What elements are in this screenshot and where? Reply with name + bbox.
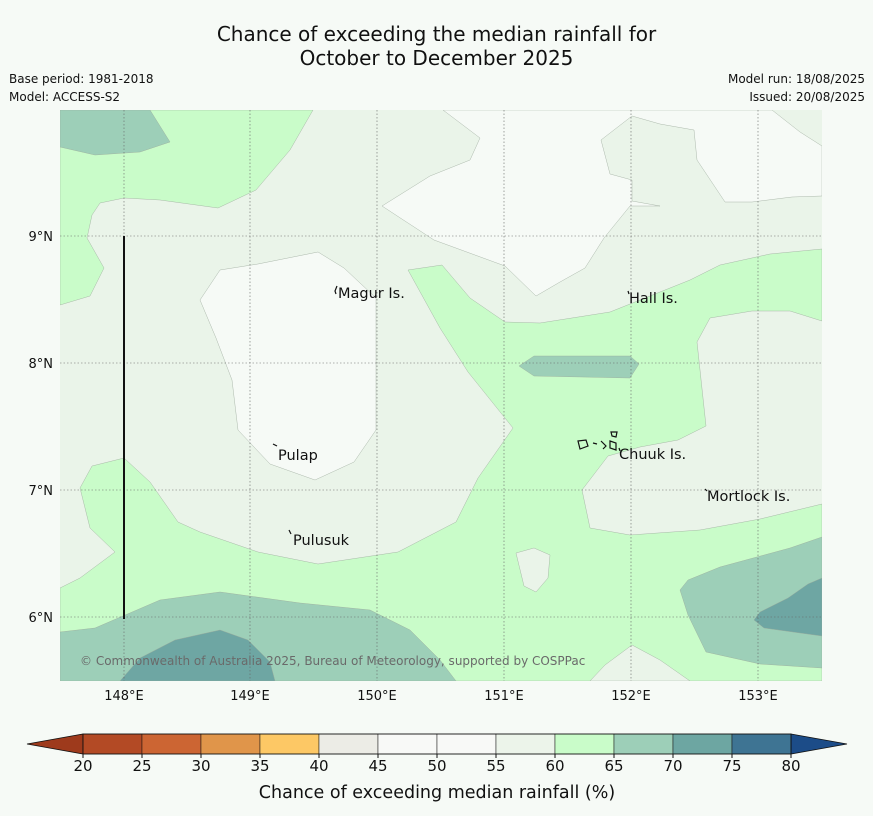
map-panel: Magur Is. Hall Is. Pulap Chuuk Is. Mortl…: [60, 110, 822, 681]
colorbar-tick-label: 45: [368, 757, 387, 775]
lon-label: 149°E: [230, 689, 270, 704]
graticule: [60, 110, 822, 681]
model-run: Model run: 18/08/2025: [727, 72, 865, 86]
colorbar-segment: [436, 733, 497, 755]
colorbar-tick-label: 50: [427, 757, 446, 775]
zone-60-65-northwest: [60, 110, 314, 306]
lat-label: 6°N: [29, 611, 54, 626]
mortlock-island-shape: [704, 488, 708, 492]
colorbar-tick-label: 35: [250, 757, 269, 775]
issued-date: Issued: 20/08/2025: [749, 90, 865, 104]
map-title: Chance of exceeding the median rainfall …: [0, 22, 873, 70]
label-chuuk: Chuuk Is.: [619, 447, 686, 463]
chuuk-lagoon-shape: [577, 431, 621, 452]
lat-label: 7°N: [29, 484, 54, 499]
longitude-labels: 148°E 149°E 150°E 151°E 152°E 153°E: [104, 689, 778, 704]
label-magur: Magur Is.: [338, 286, 405, 302]
lon-label: 148°E: [104, 689, 144, 704]
label-pulap: Pulap: [278, 448, 318, 464]
colorbar-label: Chance of exceeding median rainfall (%): [259, 783, 615, 803]
metadata-left: Base period: 1981-2018 Model: ACCESS-S2: [9, 70, 154, 106]
colorbar-tick-label: 60: [545, 757, 564, 775]
colorbar-segments: [82, 733, 792, 755]
label-pulusuk: Pulusuk: [293, 533, 350, 549]
colorbar: 20 25 30 35 40 45 50 55 60 65 70 75 80 Chance of exc…: [26, 733, 848, 803]
colorbar-segment: [141, 733, 202, 755]
colorbar-segment: [82, 733, 143, 755]
colorbar-tick-label: 20: [73, 757, 92, 775]
colorbar-segment: [259, 733, 320, 755]
zone-65-70-northwest: [60, 110, 171, 156]
pulap-island-shape: [272, 443, 278, 447]
zone-45-55-north: [381, 110, 822, 297]
zone-45-55-central: [199, 251, 377, 481]
colorbar-segment: [554, 733, 615, 755]
lat-label: 9°N: [29, 230, 54, 245]
label-hall: Hall Is.: [629, 291, 678, 307]
lon-label: 152°E: [611, 689, 651, 704]
zone-60-65-main: [60, 248, 822, 681]
zone-70-75-southeast: [753, 577, 822, 637]
colorbar-segment: [200, 733, 261, 755]
lat-label: 8°N: [29, 357, 54, 372]
colorbar-segment: [613, 733, 674, 755]
colorbar-tick-label: 75: [722, 757, 741, 775]
zone-65-70-band: [518, 355, 640, 379]
hall-island-shape: [627, 290, 630, 295]
colorbar-segment: [495, 733, 556, 755]
colorbar-tick-label: 80: [781, 757, 800, 775]
latitude-labels: 9°N 8°N 7°N 6°N: [29, 230, 54, 626]
zone-70-75-southwest: [119, 629, 276, 681]
zone-55-60-south: [589, 644, 691, 681]
colorbar-segment: [377, 733, 438, 755]
colorbar-tick-label: 40: [309, 757, 328, 775]
copyright-notice: © Commonwealth of Australia 2025, Bureau…: [80, 654, 585, 668]
colorbar-ticks: 20 25 30 35 40 45 50 55 60 65 70 75 80: [73, 754, 801, 775]
magur-island-shape: [334, 285, 338, 295]
lon-label: 153°E: [738, 689, 778, 704]
colorbar-over-arrow: [790, 733, 848, 755]
colorbar-tick-label: 30: [191, 757, 210, 775]
model-name: Model: ACCESS-S2: [9, 90, 121, 104]
colorbar-under-arrow: [26, 733, 84, 755]
colorbar-tick-label: 25: [132, 757, 151, 775]
zone-65-70-southeast: [679, 536, 822, 669]
metadata-right: Model run: 18/08/2025 Issued: 20/08/2025: [728, 70, 865, 106]
colorbar-segment: [731, 733, 792, 755]
label-mortlock: Mortlock Is.: [707, 489, 790, 505]
colorbar-tick-label: 55: [486, 757, 505, 775]
lon-label: 151°E: [484, 689, 524, 704]
title-line-2: October to December 2025: [299, 46, 574, 70]
pulusuk-island-shape: [288, 529, 292, 535]
base-period: Base period: 1981-2018: [9, 72, 154, 86]
title-line-1: Chance of exceeding the median rainfall …: [216, 22, 657, 46]
island-markers: [272, 285, 708, 535]
colorbar-segment: [318, 733, 379, 755]
colorbar-tick-label: 70: [663, 757, 682, 775]
colorbar-tick-label: 65: [604, 757, 623, 775]
colorbar-segment: [672, 733, 733, 755]
zone-55-60-patch: [515, 547, 551, 593]
lon-label: 150°E: [357, 689, 397, 704]
